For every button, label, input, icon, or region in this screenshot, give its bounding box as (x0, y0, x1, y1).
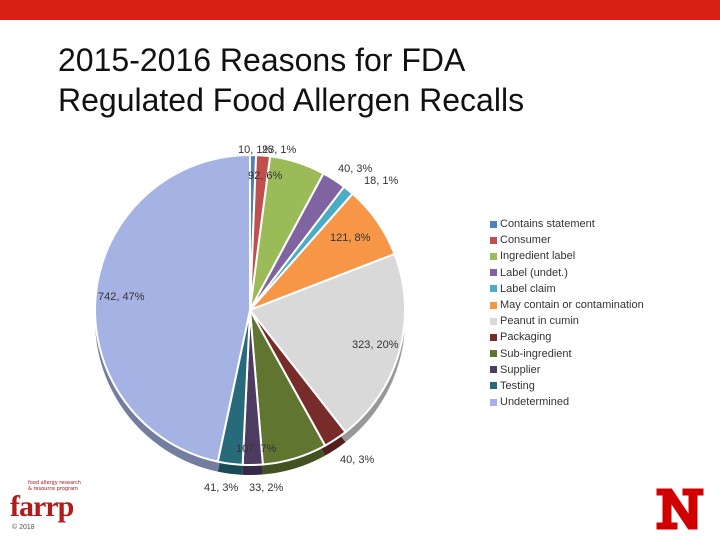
legend-swatch (490, 285, 497, 293)
legend-label: Testing (500, 379, 535, 392)
legend-swatch (490, 350, 497, 358)
legend-item-packaging: Packaging (490, 329, 644, 345)
header-bar (0, 0, 720, 20)
data-label-may-contain-or-contamination: 121, 8% (330, 232, 371, 244)
legend-swatch (490, 236, 497, 244)
legend-label: Packaging (500, 331, 552, 344)
legend-item-testing: Testing (490, 378, 644, 394)
legend-label: Ingredient label (500, 250, 576, 263)
legend-swatch (490, 252, 497, 260)
data-label-label-claim: 18, 1% (364, 175, 398, 187)
legend-swatch (490, 220, 497, 228)
title-line-1: 2015-2016 Reasons for FDA (58, 42, 466, 78)
farrp-tagline-2: & resource program (28, 486, 79, 492)
legend-label: Consumer (500, 234, 551, 247)
legend-label: Contains statement (500, 218, 595, 231)
data-label-label-undet: 40, 3% (338, 163, 372, 175)
legend-swatch (490, 382, 497, 390)
legend-swatch (490, 366, 497, 374)
farrp-logo-text: farrp (10, 490, 74, 523)
farrp-logo: food allergy research & resource program… (10, 480, 110, 540)
slice-peanut-in-cumin (248, 252, 406, 434)
chart-legend: Contains statement Consumer Ingredient lab… (490, 216, 644, 410)
legend-swatch (490, 317, 497, 325)
copyright-text: © 2018 (12, 524, 35, 531)
legend-swatch (490, 398, 497, 406)
legend-label: Label (undet.) (500, 266, 568, 279)
data-label-undetermined: 742, 47% (98, 291, 145, 303)
legend-item-ingredient-label: Ingredient label (490, 248, 644, 264)
data-label-consumer: 23, 1% (262, 144, 296, 156)
data-label-contains-statement: 10, 1% (238, 144, 272, 156)
legend-swatch (490, 301, 497, 309)
legend-label: May contain or contamination (500, 299, 644, 312)
data-label-sub-ingredient: 107, 7% (236, 443, 277, 455)
data-label-packaging: 40, 3% (340, 454, 374, 466)
legend-label: Supplier (500, 363, 541, 376)
data-label-supplier: 33, 2% (249, 482, 283, 494)
legend-label: Label claim (500, 282, 556, 295)
legend-item-peanut-in-cumin: Peanut in cumin (490, 313, 644, 329)
legend-item-supplier: Supplier (490, 362, 644, 378)
data-label-peanut-in-cumin: 323, 20% (352, 339, 399, 351)
legend-swatch (490, 269, 497, 277)
nebraska-n-logo (655, 487, 705, 531)
legend-item-consumer: Consumer (490, 232, 644, 248)
legend-item-contains-statement: Contains statement (490, 216, 644, 232)
slice-undetermined (94, 153, 251, 463)
legend-label: Peanut in cumin (500, 315, 579, 328)
legend-item-label-undet: Label (undet.) (490, 265, 644, 281)
legend-item-sub-ingredient: Sub-ingredient (490, 346, 644, 362)
legend-label: Sub-ingredient (500, 347, 572, 360)
page-title: 2015-2016 Reasons for FDA Regulated Food… (58, 40, 618, 120)
title-line-2: Regulated Food Allergen Recalls (58, 82, 525, 118)
farrp-tagline-1: food allergy research (28, 480, 81, 486)
legend-label: Undetermined (500, 396, 570, 409)
legend-item-undetermined: Undetermined (490, 394, 644, 410)
legend-item-label-claim: Label claim (490, 281, 644, 297)
legend-swatch (490, 333, 497, 341)
data-label-testing: 41, 3% (204, 482, 238, 494)
legend-item-may-contain-or-contamination: May contain or contamination (490, 297, 644, 313)
data-label-ingredient-label: 92, 6% (248, 170, 282, 182)
